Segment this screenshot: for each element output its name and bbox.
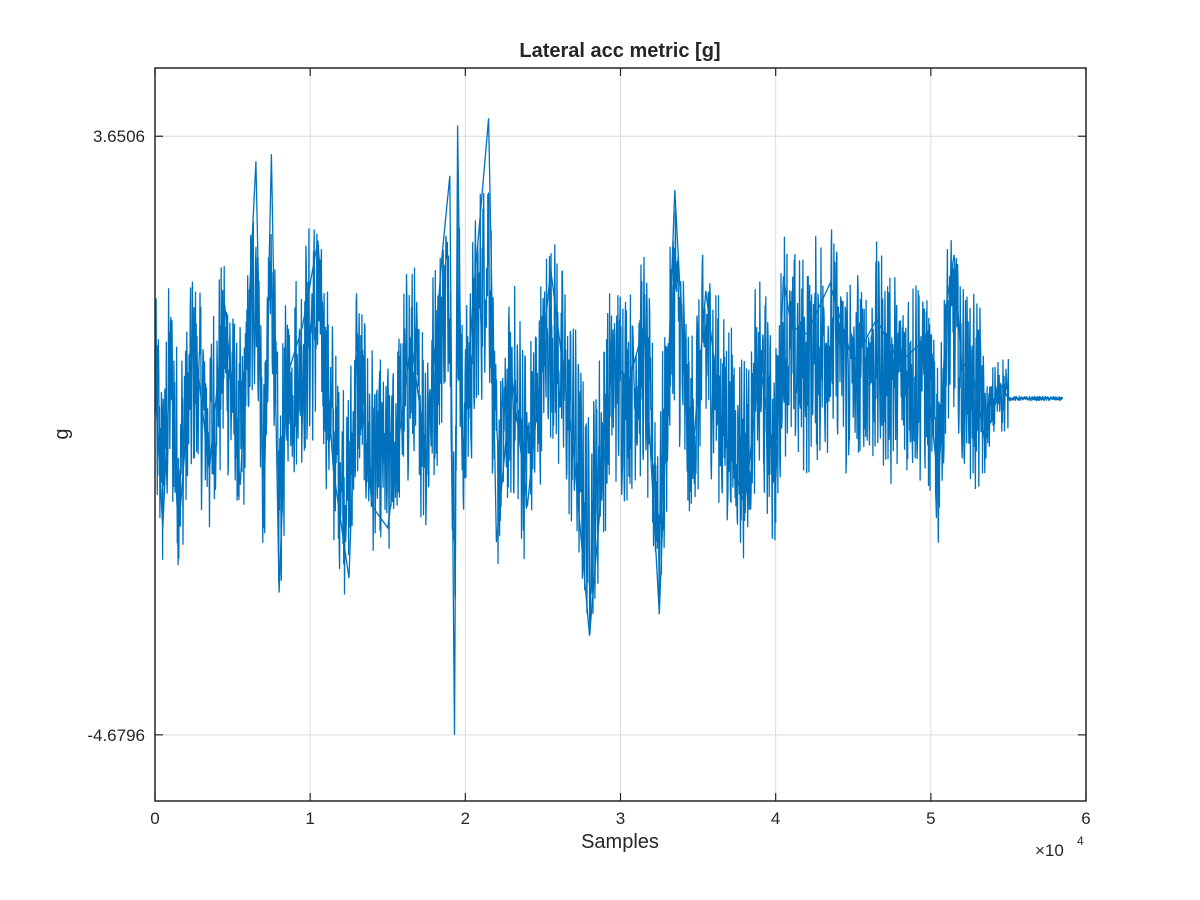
x-exponent-base: ×10 (1035, 841, 1064, 860)
y-tick-label: -4.6796 (87, 726, 145, 745)
tick-labels: 0 1 2 3 4 5 6 -4.6796 3.6506 (87, 127, 1090, 828)
x-tick-label: 2 (461, 809, 470, 828)
series-layer (154, 118, 1064, 735)
y-tick-label: 3.6506 (93, 127, 145, 146)
x-axis-label: Samples (581, 831, 659, 853)
x-axis-exponent: ×10 4 (1035, 834, 1084, 860)
y-axis-label: g (51, 428, 73, 439)
x-tick-label: 1 (305, 809, 314, 828)
x-tick-label: 6 (1081, 809, 1090, 828)
x-tick-label: 3 (616, 809, 625, 828)
chart-title: Lateral acc metric [g] (519, 40, 720, 62)
x-tick-label: 4 (771, 809, 780, 828)
tick-marks (154, 68, 1087, 801)
x-exponent-power: 4 (1077, 834, 1084, 848)
x-tick-label: 5 (926, 809, 935, 828)
x-tick-label: 0 (150, 809, 159, 828)
series-envelope (154, 118, 1063, 735)
